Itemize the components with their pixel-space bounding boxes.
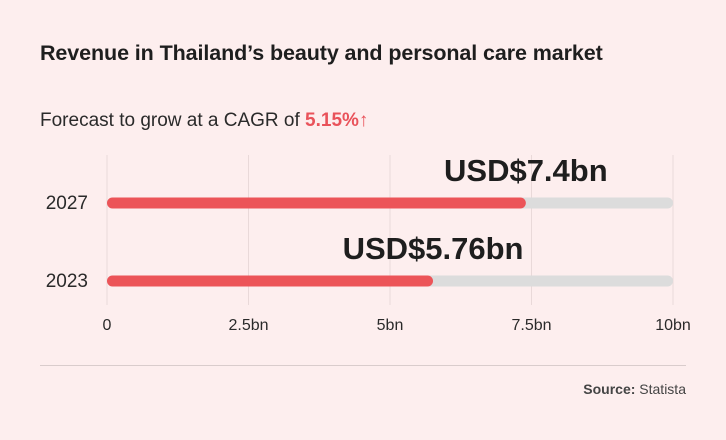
source-label: Source: xyxy=(583,381,636,397)
arrow-up-icon: ↑ xyxy=(358,110,369,131)
data-label: USD$7.4bn xyxy=(444,153,608,188)
source-value: Statista xyxy=(639,381,686,397)
bar xyxy=(107,275,434,287)
chart-title: Revenue in Thailand’s beauty and persona… xyxy=(40,41,603,65)
category-label: 2023 xyxy=(46,271,88,292)
data-label: USD$5.76bn xyxy=(343,231,524,266)
chart-subtitle: Forecast to grow at a CAGR of 5.15%↑ xyxy=(40,110,368,132)
x-tick-label: 2.5bn xyxy=(228,317,268,334)
x-tick-label: 0 xyxy=(103,317,112,334)
cagr-value: 5.15% xyxy=(305,110,359,131)
divider xyxy=(40,365,686,366)
source-note: Source: Statista xyxy=(583,381,686,397)
x-tick-label: 10bn xyxy=(655,317,691,334)
bar xyxy=(107,197,526,209)
category-label: 2027 xyxy=(46,193,88,214)
x-tick-label: 5bn xyxy=(377,317,404,334)
subtitle-text: Forecast to grow at a CAGR of xyxy=(40,110,306,131)
bar-chart: 0 2.5bn 5bn 7.5bn 10bn 2027 USD$7.4bn 2023 USD$5… xyxy=(46,153,691,334)
x-tick-label: 7.5bn xyxy=(511,317,551,334)
